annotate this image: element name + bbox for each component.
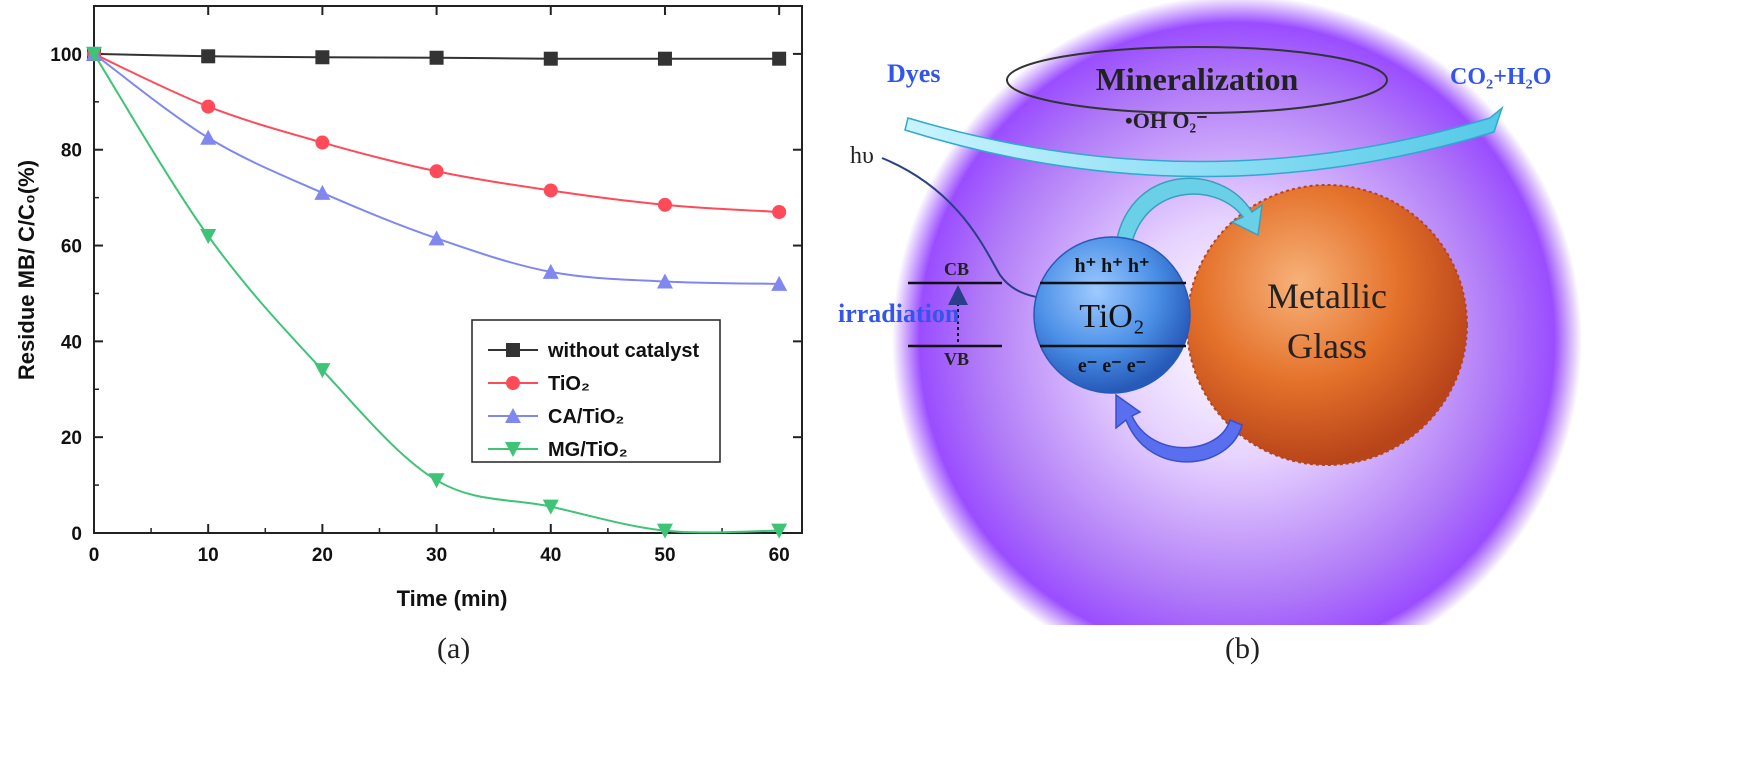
holes-label: h⁺ h⁺ h⁺ xyxy=(1074,255,1149,277)
y-tick-label: 80 xyxy=(61,141,82,162)
data-point xyxy=(314,363,331,379)
y-axis-label: Residue MB/ C/C₀(%) xyxy=(14,160,39,380)
legend-marker xyxy=(506,376,520,390)
glass-label: Glass xyxy=(1287,326,1367,366)
data-point xyxy=(201,49,216,64)
series-0 xyxy=(87,46,787,66)
data-point xyxy=(315,135,330,150)
data-point xyxy=(656,273,673,289)
legend-label: without catalyst xyxy=(547,340,699,362)
y-tick-label: 60 xyxy=(61,237,82,258)
x-tick-label: 60 xyxy=(769,545,790,566)
tio2-label: TiO₂ xyxy=(1079,298,1144,335)
data-point xyxy=(772,205,787,220)
products-label: CO₂+H₂O xyxy=(1450,64,1551,90)
transfer-arrow-top xyxy=(1114,177,1263,253)
series-3 xyxy=(86,46,788,539)
x-axis-label: Time (min) xyxy=(397,586,508,611)
tio2-sphere xyxy=(1033,236,1191,394)
y-tick-label: 0 xyxy=(71,524,82,545)
legend: without catalyst TiO₂ CA/TiO₂ MG/TiO₂ xyxy=(471,319,721,463)
data-point xyxy=(428,473,445,489)
legend-label: MG/TiO₂ xyxy=(548,439,628,461)
caption-b: (b) xyxy=(1225,632,1260,665)
data-point xyxy=(657,197,672,212)
x-tick-label: 30 xyxy=(426,545,447,566)
y-tick-label: 100 xyxy=(50,45,82,66)
transfer-arrow-bottom xyxy=(1115,393,1243,463)
data-point xyxy=(657,51,672,66)
cb-label: CB xyxy=(944,259,969,279)
metallic-label: Metallic xyxy=(1267,276,1387,316)
legend-label: CA/TiO₂ xyxy=(548,406,624,428)
data-point xyxy=(656,523,673,539)
series-2 xyxy=(86,45,788,291)
legend-marker xyxy=(505,442,521,457)
mineralization-arrow xyxy=(904,105,1504,178)
data-point xyxy=(201,99,216,114)
data-point xyxy=(315,50,330,65)
series-layer xyxy=(86,45,788,539)
radicals-label: •OH O₂⁻ xyxy=(1125,108,1208,133)
x-tick-label: 10 xyxy=(198,545,219,566)
data-point xyxy=(543,183,558,198)
data-point xyxy=(86,46,102,62)
dyes-label: Dyes xyxy=(887,59,940,88)
data-point xyxy=(314,184,331,200)
x-tick-label: 20 xyxy=(312,545,333,566)
legend-marker xyxy=(506,343,520,357)
data-point xyxy=(543,51,558,66)
hv-label: hυ xyxy=(850,143,874,169)
legend-marker xyxy=(505,408,521,423)
line-chart: 0 10 20 30 40 50 60 0 20 40 60 80 100 Time (min) Res… xyxy=(14,5,803,611)
data-point xyxy=(771,523,788,539)
data-point xyxy=(542,499,559,515)
data-point xyxy=(429,164,444,179)
electrons-label: e⁻ e⁻ e⁻ xyxy=(1078,355,1146,377)
vb-label: VB xyxy=(944,349,969,369)
caption-a: (a) xyxy=(437,632,471,665)
axis-ticks: 0 10 20 30 40 50 60 0 20 40 60 80 100 xyxy=(50,6,802,566)
data-point xyxy=(772,51,787,66)
mineralization-ellipse xyxy=(1006,46,1388,114)
y-tick-label: 20 xyxy=(61,428,82,449)
data-point xyxy=(429,50,444,65)
data-point xyxy=(771,275,788,291)
data-point xyxy=(428,230,445,246)
y-tick-label: 40 xyxy=(61,332,82,353)
data-point xyxy=(200,129,217,145)
x-tick-label: 0 xyxy=(89,545,100,566)
x-tick-label: 40 xyxy=(540,545,561,566)
photocatalysis-diagram: Dyes Mineralization •OH O₂⁻ CO₂+H₂O hυ C… xyxy=(838,0,1582,625)
hv-arrow xyxy=(881,157,1064,309)
data-point xyxy=(200,228,217,244)
plot-area: 0 10 20 30 40 50 60 0 20 40 60 80 100 xyxy=(50,5,803,566)
series-line xyxy=(93,53,780,534)
mineralization-label: Mineralization xyxy=(1096,61,1299,97)
data-point xyxy=(542,263,559,279)
legend-label: TiO₂ xyxy=(548,373,590,395)
x-tick-label: 50 xyxy=(654,545,675,566)
irradiation-label: irradiation xyxy=(838,299,960,328)
